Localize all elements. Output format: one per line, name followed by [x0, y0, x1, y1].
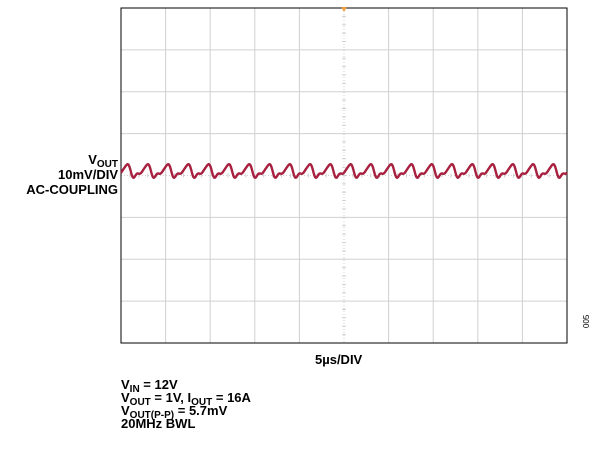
time-per-division-label: 5µs/DIV	[315, 352, 363, 367]
channel-label: VOUT 10mV/DIV AC-COUPLING	[26, 152, 118, 197]
vout-ripple-trace	[120, 163, 568, 179]
channel-name: VOUT	[88, 152, 118, 170]
condition-line: VOUT(P-P) = 5.7mV	[121, 403, 228, 421]
condition-line: VIN = 12V	[121, 377, 178, 395]
condition-line: 20MHz BWL	[121, 416, 196, 431]
channel-coupling: AC-COUPLING	[26, 182, 118, 197]
figure-id: 005	[582, 314, 591, 328]
trigger-marker	[341, 7, 347, 12]
condition-line: VOUT = 1V, IOUT = 16A	[121, 390, 251, 408]
test-conditions: VIN = 12V VOUT = 1V, IOUT = 16A VOUT(P-P) …	[121, 378, 251, 430]
channel-scale: 10mV/DIV	[58, 167, 118, 182]
